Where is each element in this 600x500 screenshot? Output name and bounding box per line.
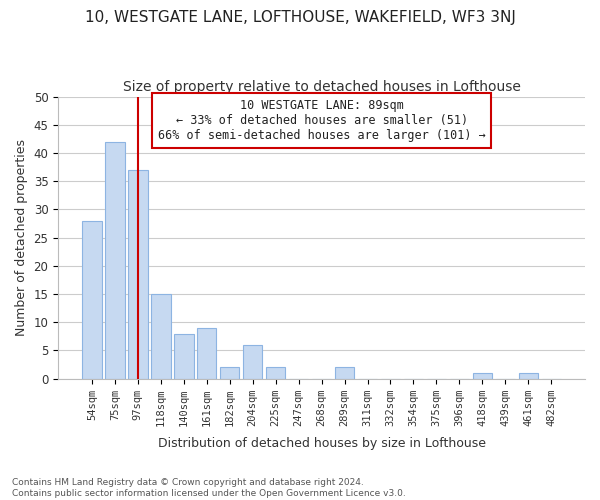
X-axis label: Distribution of detached houses by size in Lofthouse: Distribution of detached houses by size …	[158, 437, 485, 450]
Bar	[82, 220, 101, 378]
Bar	[220, 368, 239, 378]
Bar	[473, 373, 492, 378]
Bar	[128, 170, 148, 378]
Bar	[243, 345, 262, 378]
Bar	[335, 368, 355, 378]
Title: Size of property relative to detached houses in Lofthouse: Size of property relative to detached ho…	[122, 80, 521, 94]
Text: 10, WESTGATE LANE, LOFTHOUSE, WAKEFIELD, WF3 3NJ: 10, WESTGATE LANE, LOFTHOUSE, WAKEFIELD,…	[85, 10, 515, 25]
Bar	[197, 328, 217, 378]
Text: Contains HM Land Registry data © Crown copyright and database right 2024.
Contai: Contains HM Land Registry data © Crown c…	[12, 478, 406, 498]
Bar	[518, 373, 538, 378]
Y-axis label: Number of detached properties: Number of detached properties	[15, 139, 28, 336]
Bar	[105, 142, 125, 378]
Text: 10 WESTGATE LANE: 89sqm
← 33% of detached houses are smaller (51)
66% of semi-de: 10 WESTGATE LANE: 89sqm ← 33% of detache…	[158, 100, 485, 142]
Bar	[151, 294, 170, 378]
Bar	[174, 334, 194, 378]
Bar	[266, 368, 286, 378]
